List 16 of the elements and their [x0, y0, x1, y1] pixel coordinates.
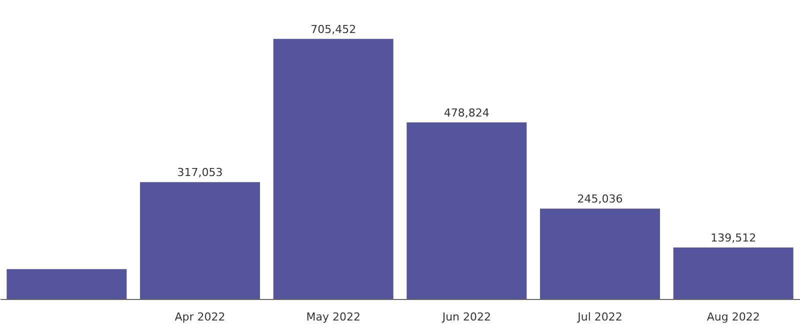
bar	[406, 122, 527, 299]
x-tick-label: Apr 2022	[174, 310, 226, 324]
x-tick-label: Jul 2022	[576, 310, 622, 324]
bar	[6, 269, 127, 299]
x-tick-label: Jun 2022	[441, 310, 492, 324]
bar	[273, 38, 394, 299]
data-label: 478,824	[444, 106, 490, 120]
x-tick-label: May 2022	[306, 310, 360, 324]
data-label: 245,036	[577, 192, 623, 206]
bar	[540, 208, 660, 299]
data-label: 139,512	[710, 232, 756, 245]
x-tick-label: Aug 2022	[706, 310, 760, 324]
bar	[140, 182, 260, 299]
bar	[673, 248, 794, 299]
data-label: 705,452	[310, 22, 356, 36]
data-label: 317,053	[177, 166, 223, 180]
